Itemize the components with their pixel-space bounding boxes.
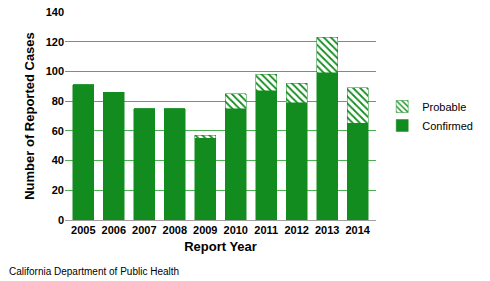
svg-text:2009: 2009 <box>193 224 217 236</box>
svg-text:2014: 2014 <box>345 224 370 236</box>
svg-text:Probable: Probable <box>422 101 466 113</box>
svg-text:120: 120 <box>46 36 64 48</box>
svg-text:100: 100 <box>46 65 64 77</box>
svg-text:California Department of Publi: California Department of Public Health <box>9 266 179 277</box>
svg-text:80: 80 <box>52 95 64 107</box>
svg-text:2011: 2011 <box>254 224 278 236</box>
svg-text:2006: 2006 <box>102 224 126 236</box>
svg-text:2005: 2005 <box>71 224 95 236</box>
svg-text:Confirmed: Confirmed <box>422 120 473 132</box>
svg-text:Number of Reported Cases: Number of Reported Cases <box>22 32 37 200</box>
svg-text:20: 20 <box>52 184 64 196</box>
svg-text:2007: 2007 <box>132 224 156 236</box>
svg-text:0: 0 <box>58 214 64 226</box>
svg-text:2013: 2013 <box>315 224 339 236</box>
svg-text:40: 40 <box>52 154 64 166</box>
svg-text:2010: 2010 <box>224 224 248 236</box>
svg-text:Report Year: Report Year <box>184 239 257 254</box>
svg-text:2008: 2008 <box>163 224 187 236</box>
svg-text:2012: 2012 <box>284 224 308 236</box>
svg-text:140: 140 <box>46 6 64 18</box>
svg-text:60: 60 <box>52 125 64 137</box>
